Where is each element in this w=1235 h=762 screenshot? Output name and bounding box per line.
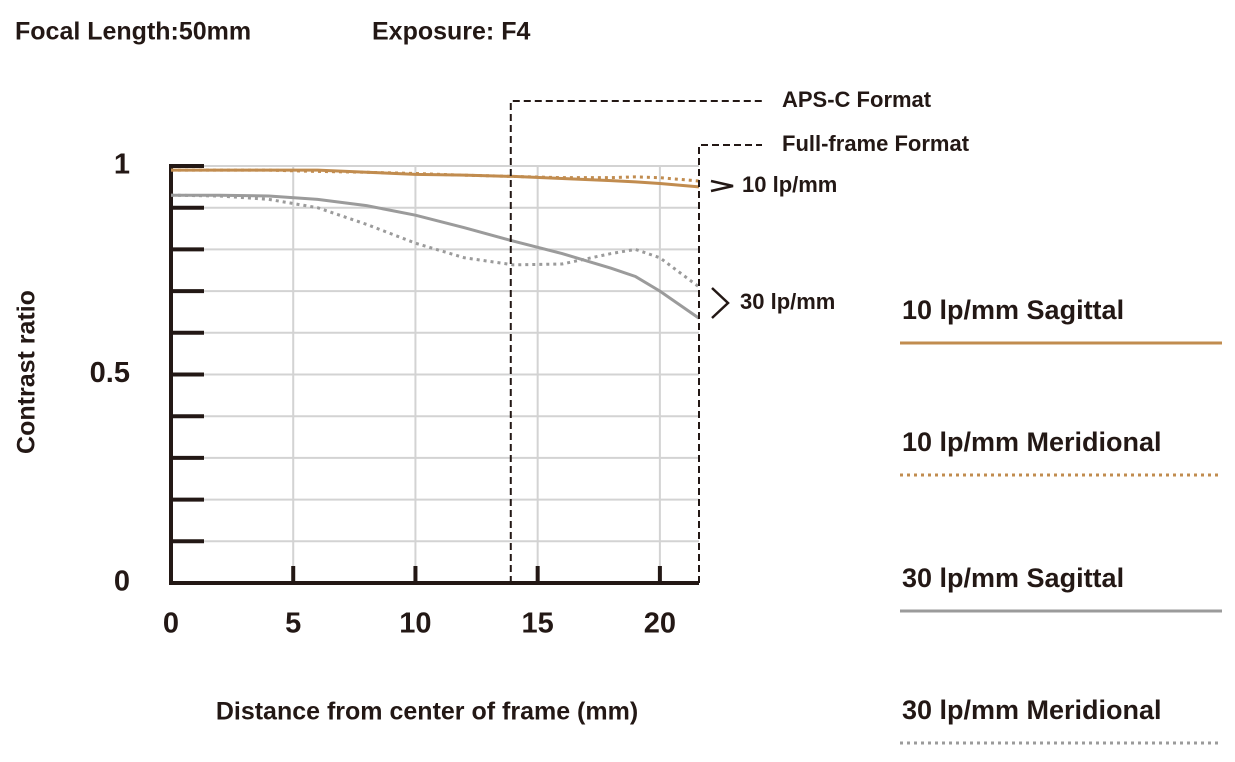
chart-title: Focal Length:50mm — [15, 18, 251, 46]
format-line — [509, 100, 762, 583]
legend-label: 10 lp/mm Sagittal — [902, 295, 1124, 325]
series-line — [170, 193, 700, 289]
format-label: APS-C Format — [782, 87, 932, 112]
x-tick-label: 0 — [163, 608, 179, 640]
y-tick-label: 1 — [114, 149, 130, 181]
y-tick-label: 0.5 — [90, 357, 130, 389]
legend-label: 10 lp/mm Meridional — [902, 427, 1162, 457]
x-tick-label: 5 — [285, 608, 301, 640]
x-tick-label: 20 — [644, 608, 676, 640]
legend-label: 30 lp/mm Sagittal — [902, 563, 1124, 593]
annotation: 10 lp/mm — [742, 172, 837, 197]
format-label: Full-frame Format — [782, 131, 970, 156]
x-tick-label: 10 — [399, 608, 431, 640]
series-line — [171, 193, 700, 320]
chart-subtitle: Exposure: F4 — [372, 18, 530, 46]
series-line — [171, 168, 700, 183]
y-tick-label: 0 — [114, 566, 130, 598]
format-line — [698, 144, 762, 583]
x-axis-label: Distance from center of frame (mm) — [216, 698, 638, 726]
annotation: 30 lp/mm — [740, 289, 835, 314]
y-axis-label: Contrast ratio — [13, 290, 41, 454]
annotation-bracket — [711, 287, 730, 319]
series-line — [171, 168, 700, 189]
x-tick-label: 15 — [522, 608, 554, 640]
legend-label: 30 lp/mm Meridional — [902, 695, 1162, 725]
annotation-arrow — [710, 179, 734, 193]
